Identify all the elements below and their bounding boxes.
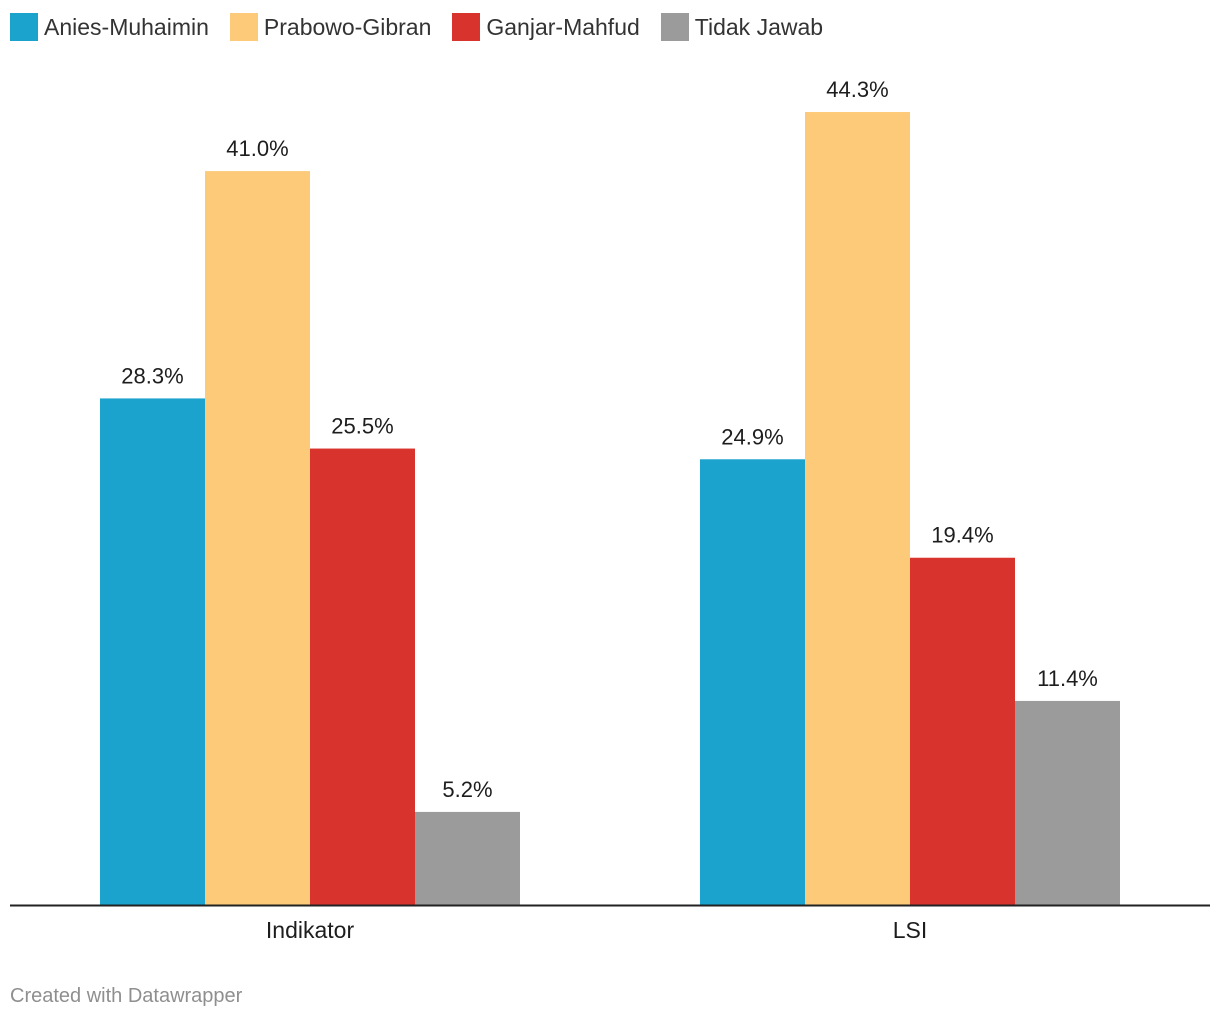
- x-tick-label-lsi: LSI: [893, 917, 928, 943]
- bar-indikator-ganjar-mahfud[interactable]: [310, 448, 415, 905]
- bar-lsi-ganjar-mahfud[interactable]: [910, 557, 1015, 905]
- bar-indikator-tidak-jawab[interactable]: [415, 811, 520, 905]
- legend-label-tidak-jawab: Tidak Jawab: [694, 13, 824, 40]
- data-label-indikator-anies-muhaimin: 28.3%: [121, 363, 183, 388]
- data-label-lsi-ganjar-mahfud: 19.4%: [931, 523, 993, 548]
- x-tick-label-indikator: Indikator: [266, 917, 355, 943]
- bar-lsi-anies-muhaimin[interactable]: [700, 459, 805, 905]
- legend-label-anies-muhaimin: Anies-Muhaimin: [44, 13, 209, 40]
- data-label-lsi-prabowo-gibran: 44.3%: [826, 77, 888, 102]
- legend-swatch-prabowo-gibran: [229, 13, 258, 41]
- footer-credit[interactable]: Created with Datawrapper: [10, 985, 243, 1007]
- legend-swatch-anies-muhaimin: [10, 13, 38, 41]
- data-label-indikator-tidak-jawab: 5.2%: [442, 777, 492, 802]
- legend-label-ganjar-mahfud: Ganjar-Mahfud: [486, 13, 640, 40]
- bar-lsi-prabowo-gibran[interactable]: [805, 112, 910, 905]
- bar-chart: 28.3% 41.0% 25.5% 5.2% Indikator 24.9% 44.3% 19…: [10, 77, 1210, 943]
- data-label-lsi-anies-muhaimin: 24.9%: [721, 424, 783, 449]
- legend-item-prabowo-gibran[interactable]: Prabowo-Gibran: [229, 13, 432, 41]
- bar-indikator-prabowo-gibran[interactable]: [205, 171, 310, 906]
- legend: Anies-Muhaimin Prabowo-Gibran Ganjar-Mah…: [10, 10, 844, 44]
- bar-lsi-tidak-jawab[interactable]: [1015, 700, 1120, 905]
- legend-label-prabowo-gibran: Prabowo-Gibran: [263, 13, 432, 40]
- legend-swatch-tidak-jawab: [660, 13, 689, 41]
- data-label-lsi-tidak-jawab: 11.4%: [1037, 666, 1098, 691]
- legend-item-tidak-jawab[interactable]: Tidak Jawab: [660, 13, 824, 41]
- legend-item-ganjar-mahfud[interactable]: Ganjar-Mahfud: [452, 13, 640, 41]
- data-label-indikator-ganjar-mahfud: 25.5%: [331, 414, 393, 439]
- data-label-indikator-prabowo-gibran: 41.0%: [226, 136, 288, 161]
- bar-indikator-anies-muhaimin[interactable]: [100, 398, 205, 905]
- legend-swatch-ganjar-mahfud: [452, 13, 481, 41]
- legend-item-anies-muhaimin[interactable]: Anies-Muhaimin: [10, 13, 209, 41]
